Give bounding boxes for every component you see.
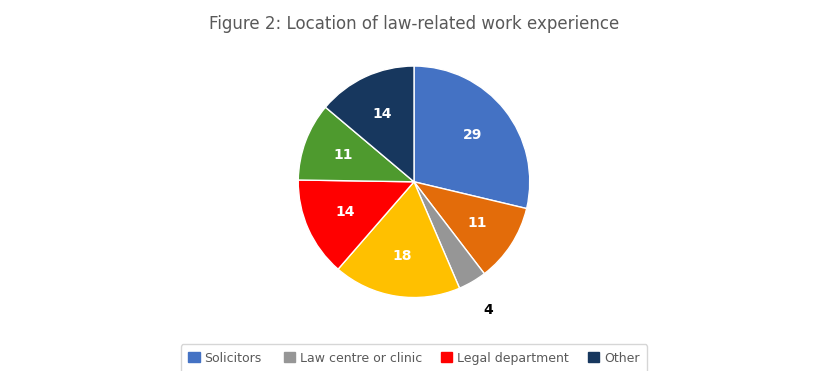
Text: 18: 18 [392, 249, 412, 263]
Legend: Solicitors, Barristers, Law centre or clinic, Advice centre, Legal department, C: Solicitors, Barristers, Law centre or cl… [180, 344, 647, 371]
Text: 4: 4 [483, 303, 493, 317]
Text: 14: 14 [335, 206, 355, 220]
Text: 11: 11 [466, 216, 486, 230]
Text: 29: 29 [463, 128, 482, 142]
Wedge shape [414, 182, 484, 288]
Wedge shape [414, 182, 526, 274]
Wedge shape [298, 180, 414, 269]
Wedge shape [298, 107, 414, 182]
Text: 11: 11 [333, 148, 353, 162]
Wedge shape [337, 182, 459, 298]
Text: 14: 14 [372, 106, 391, 121]
Wedge shape [325, 66, 414, 182]
Text: Figure 2: Location of law-related work experience: Figure 2: Location of law-related work e… [208, 15, 619, 33]
Wedge shape [414, 66, 529, 209]
